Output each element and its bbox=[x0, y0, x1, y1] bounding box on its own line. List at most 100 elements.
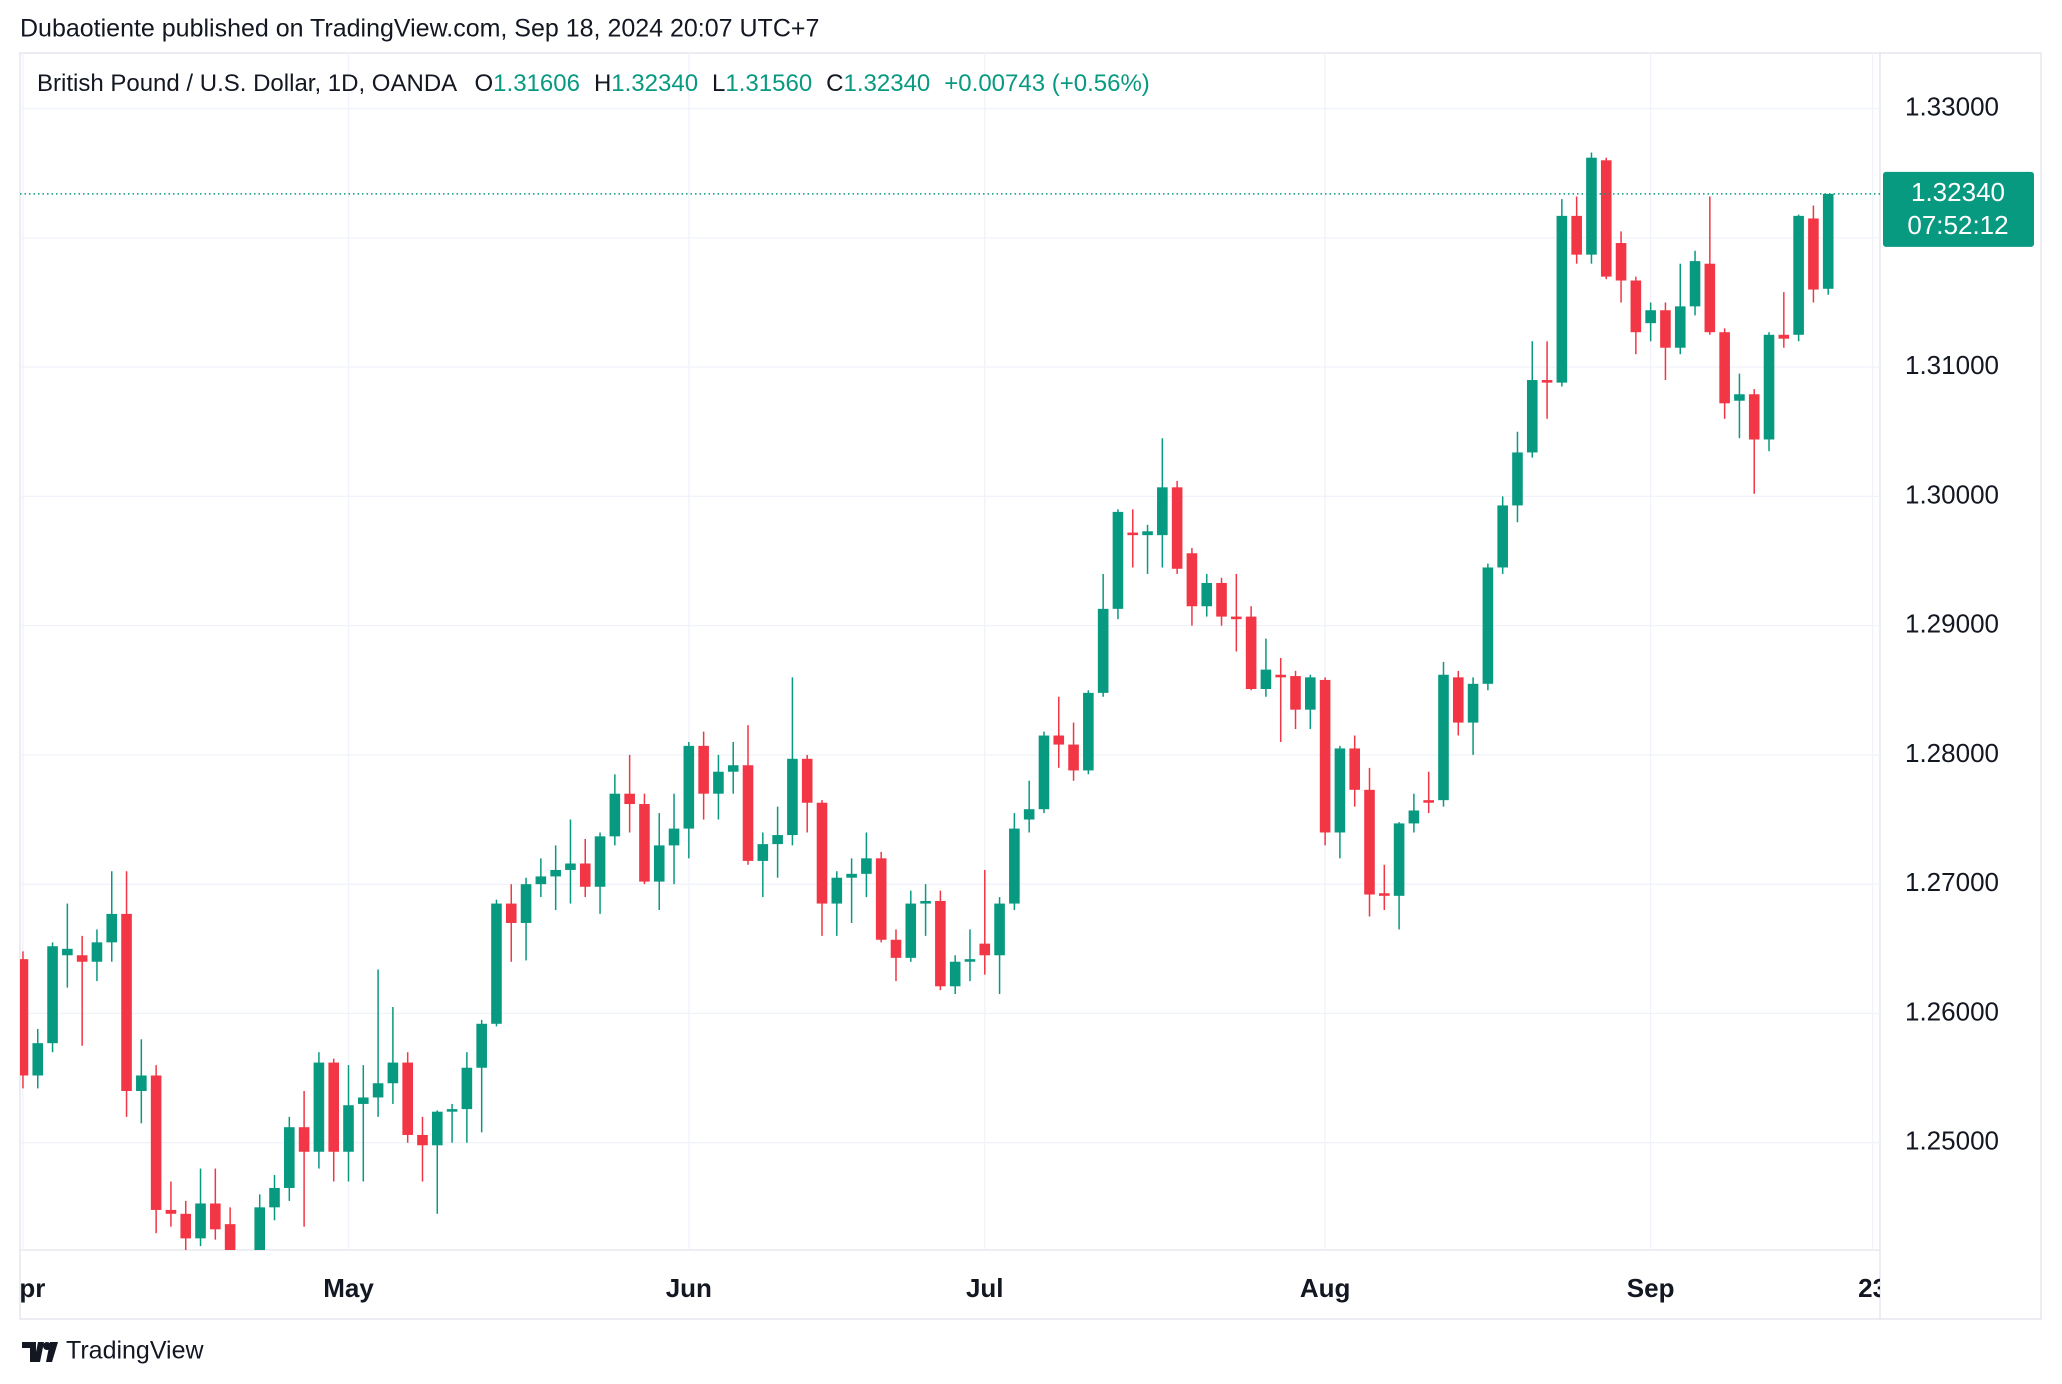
candle-body bbox=[772, 835, 783, 845]
candle-body bbox=[1245, 616, 1257, 689]
candle-body bbox=[1142, 531, 1153, 536]
candle-body bbox=[609, 793, 621, 837]
y-tick-label: 1.31000 bbox=[1905, 350, 1999, 380]
candle-body bbox=[1615, 243, 1627, 281]
candle-body bbox=[32, 1043, 44, 1076]
candle-body bbox=[1438, 674, 1449, 801]
candle-body bbox=[1097, 608, 1109, 693]
candle-body bbox=[1009, 828, 1020, 904]
y-tick-label: 1.30000 bbox=[1905, 479, 1999, 509]
frame bbox=[19, 52, 2042, 1320]
candle-body bbox=[816, 802, 828, 904]
candle-body bbox=[1586, 157, 1597, 255]
candle-body bbox=[372, 1083, 384, 1098]
candle-body bbox=[1645, 310, 1656, 324]
candle-body bbox=[1127, 532, 1139, 536]
y-tick-label: 1.28000 bbox=[1905, 738, 1999, 768]
legend-value: 1.32340 bbox=[611, 70, 699, 97]
legend-change: +0.00743 (+0.56%) bbox=[944, 70, 1150, 97]
candle-body bbox=[1808, 218, 1819, 290]
candle-body bbox=[343, 1105, 354, 1152]
candle-body bbox=[1630, 280, 1642, 333]
candle-body bbox=[1378, 893, 1390, 896]
candle-body bbox=[195, 1203, 206, 1239]
candle-body bbox=[727, 765, 739, 772]
candle-body bbox=[20, 959, 29, 1076]
candle-body bbox=[594, 836, 606, 887]
candle-body bbox=[1600, 160, 1612, 277]
y-axis: 1.25000 1.26000 1.27000 1.28000 1.29000 1.300… bbox=[1905, 91, 1999, 1155]
x-tick-label: Aug bbox=[1300, 1273, 1351, 1303]
grid bbox=[20, 53, 1880, 1250]
countdown: 07:52:12 bbox=[1907, 210, 2008, 240]
candle-body bbox=[357, 1097, 369, 1104]
candle-body bbox=[1423, 800, 1434, 803]
candle-body bbox=[180, 1213, 192, 1239]
candle-body bbox=[1290, 676, 1301, 710]
candle-body bbox=[1452, 677, 1464, 723]
candle-body bbox=[787, 758, 798, 836]
candle-body bbox=[1556, 215, 1568, 383]
x-tick-label: Jul bbox=[966, 1273, 1004, 1303]
candle-body bbox=[1393, 823, 1405, 896]
candle-body bbox=[284, 1127, 295, 1188]
candle-body bbox=[757, 844, 769, 861]
y-tick-label: 1.27000 bbox=[1905, 867, 1999, 897]
x-tick-label: Apr bbox=[1, 1273, 46, 1303]
candles bbox=[20, 152, 1880, 1337]
candle-body bbox=[240, 1311, 251, 1337]
legend-value: 1.31606 bbox=[493, 70, 580, 97]
candle-body bbox=[1822, 193, 1834, 289]
candle-body bbox=[1482, 567, 1494, 684]
candle-body bbox=[1231, 616, 1242, 620]
legend-key: C bbox=[826, 70, 844, 97]
candle-body bbox=[994, 903, 1005, 956]
candle-body bbox=[62, 948, 73, 956]
candle-body bbox=[846, 873, 857, 878]
header: Dubaotiente published on TradingView.com… bbox=[20, 15, 819, 43]
candle-body bbox=[520, 884, 532, 923]
x-tick-label: May bbox=[323, 1273, 374, 1303]
candle-body bbox=[535, 876, 547, 885]
candle-body bbox=[328, 1062, 339, 1152]
candle-body bbox=[1778, 334, 1790, 339]
candle-body bbox=[979, 943, 991, 956]
candle-body bbox=[1083, 692, 1094, 771]
legend-key: O bbox=[474, 70, 494, 97]
candle-body bbox=[136, 1075, 147, 1092]
candle-body bbox=[224, 1224, 236, 1250]
candle-body bbox=[1512, 452, 1523, 506]
candle-body bbox=[106, 913, 118, 943]
candle-body bbox=[1201, 582, 1213, 607]
candle-body bbox=[668, 828, 680, 846]
legend-value: 1.32340 bbox=[843, 70, 931, 97]
candle-body bbox=[1319, 679, 1331, 833]
candle-body bbox=[1334, 748, 1346, 833]
candle-body bbox=[1704, 263, 1716, 333]
candle-body bbox=[417, 1134, 428, 1146]
candle-body bbox=[742, 765, 754, 861]
candle-body bbox=[269, 1187, 280, 1208]
candle-body bbox=[1660, 310, 1671, 348]
candle-body bbox=[831, 877, 843, 904]
candle-body bbox=[1763, 334, 1775, 440]
candle-body bbox=[1719, 332, 1730, 404]
y-tick-label: 1.29000 bbox=[1905, 609, 1999, 639]
candle-body bbox=[1171, 487, 1183, 569]
candle-body bbox=[1216, 582, 1227, 617]
candle-body bbox=[653, 845, 665, 882]
candle-body bbox=[1467, 683, 1479, 723]
candle-body bbox=[579, 863, 591, 887]
candle-body bbox=[76, 955, 88, 962]
candle-body bbox=[165, 1209, 177, 1214]
candle-body bbox=[491, 903, 502, 1024]
candle-body bbox=[1571, 215, 1582, 255]
candle-body bbox=[890, 939, 902, 958]
candle-body bbox=[639, 804, 650, 882]
candle-body bbox=[875, 858, 887, 940]
candle-body bbox=[565, 863, 576, 870]
candle-body bbox=[624, 793, 635, 805]
x-tick-label: 23 bbox=[1858, 1273, 1887, 1303]
candle-body bbox=[550, 869, 561, 877]
